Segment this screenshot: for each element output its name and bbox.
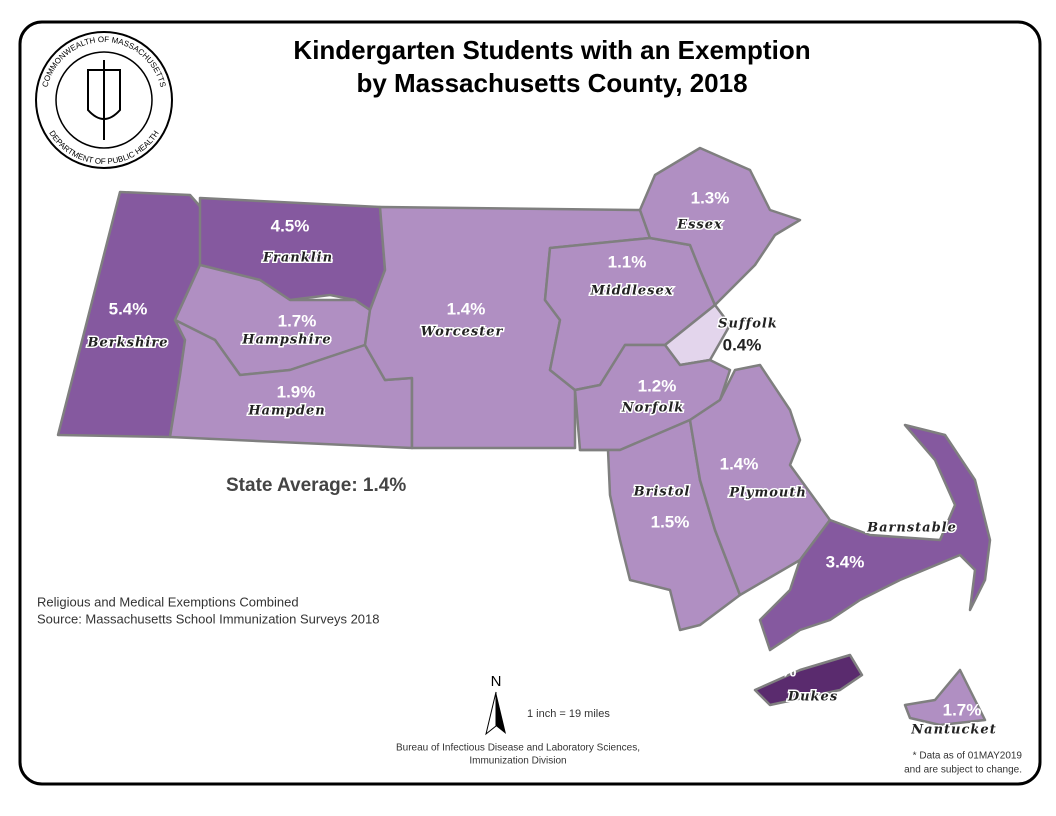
seal-inner xyxy=(55,51,153,149)
county-name: Barnstable xyxy=(866,521,957,536)
county-value: 1.3% xyxy=(691,188,730,207)
county-name: Middlesex xyxy=(589,284,673,299)
title-line: Kindergarten Students with an Exemption xyxy=(293,35,810,65)
county xyxy=(903,668,987,727)
note: Source: Massachusetts School Immunizatio… xyxy=(37,611,380,626)
seal-shield xyxy=(87,69,121,120)
disclaimer: * Data as of 01MAY2019 xyxy=(913,751,1023,762)
county-name: Berkshire xyxy=(87,336,169,351)
county-map: 5.4% Berkshire 4.5% Franklin 1.7% Hampshire 1.… xyxy=(56,146,997,739)
county-name: Suffolk xyxy=(718,317,778,332)
disclaimer: and are subject to change. xyxy=(904,765,1022,776)
title-line: by Massachusetts County, 2018 xyxy=(356,68,747,98)
north-arrow: N xyxy=(485,673,506,736)
county-name: Nantucket xyxy=(910,723,996,738)
county xyxy=(638,146,802,307)
north-arrow-right xyxy=(496,692,506,734)
county-value: 1.4% xyxy=(720,454,759,473)
county-value: 3.4% xyxy=(826,552,865,571)
credit: Immunization Division xyxy=(469,756,566,767)
county-name: Hampshire xyxy=(241,333,331,348)
county-value: 1.4% xyxy=(447,299,486,318)
county-name: Dukes xyxy=(787,690,838,705)
county-name: Worcester xyxy=(421,325,504,340)
seal: COMMONWEALTH OF MASSACHUSETTS DEPARTMENT… xyxy=(35,31,173,169)
county-name: Bristol xyxy=(633,485,691,500)
county-value: 8.2% xyxy=(758,661,797,680)
state-average: State Average: 1.4% xyxy=(226,475,406,496)
county xyxy=(758,423,992,652)
county-value: 1.2% xyxy=(638,376,677,395)
note: Religious and Medical Exemptions Combine… xyxy=(37,594,299,609)
county-value: 4.5% xyxy=(271,216,310,235)
north-label: N xyxy=(491,673,502,690)
county-value: 1.1% xyxy=(608,252,647,271)
county-value: 5.4% xyxy=(109,299,148,318)
scale-text: 1 inch = 19 miles xyxy=(527,708,610,720)
county-name: Franklin xyxy=(262,251,333,266)
county-value: 0.4% xyxy=(723,335,762,354)
county-value: 1.5% xyxy=(651,512,690,531)
county-name: Norfolk xyxy=(621,401,685,416)
county-value: 1.9% xyxy=(277,382,316,401)
county-value: 1.7% xyxy=(278,311,317,330)
county-value: 1.7% xyxy=(943,700,982,719)
county-name: Plymouth xyxy=(728,486,807,501)
credit: Bureau of Infectious Disease and Laborat… xyxy=(396,743,640,754)
county xyxy=(688,363,832,597)
county xyxy=(753,653,864,707)
county-name: Hampden xyxy=(247,404,325,419)
county-name: Essex xyxy=(676,218,723,233)
